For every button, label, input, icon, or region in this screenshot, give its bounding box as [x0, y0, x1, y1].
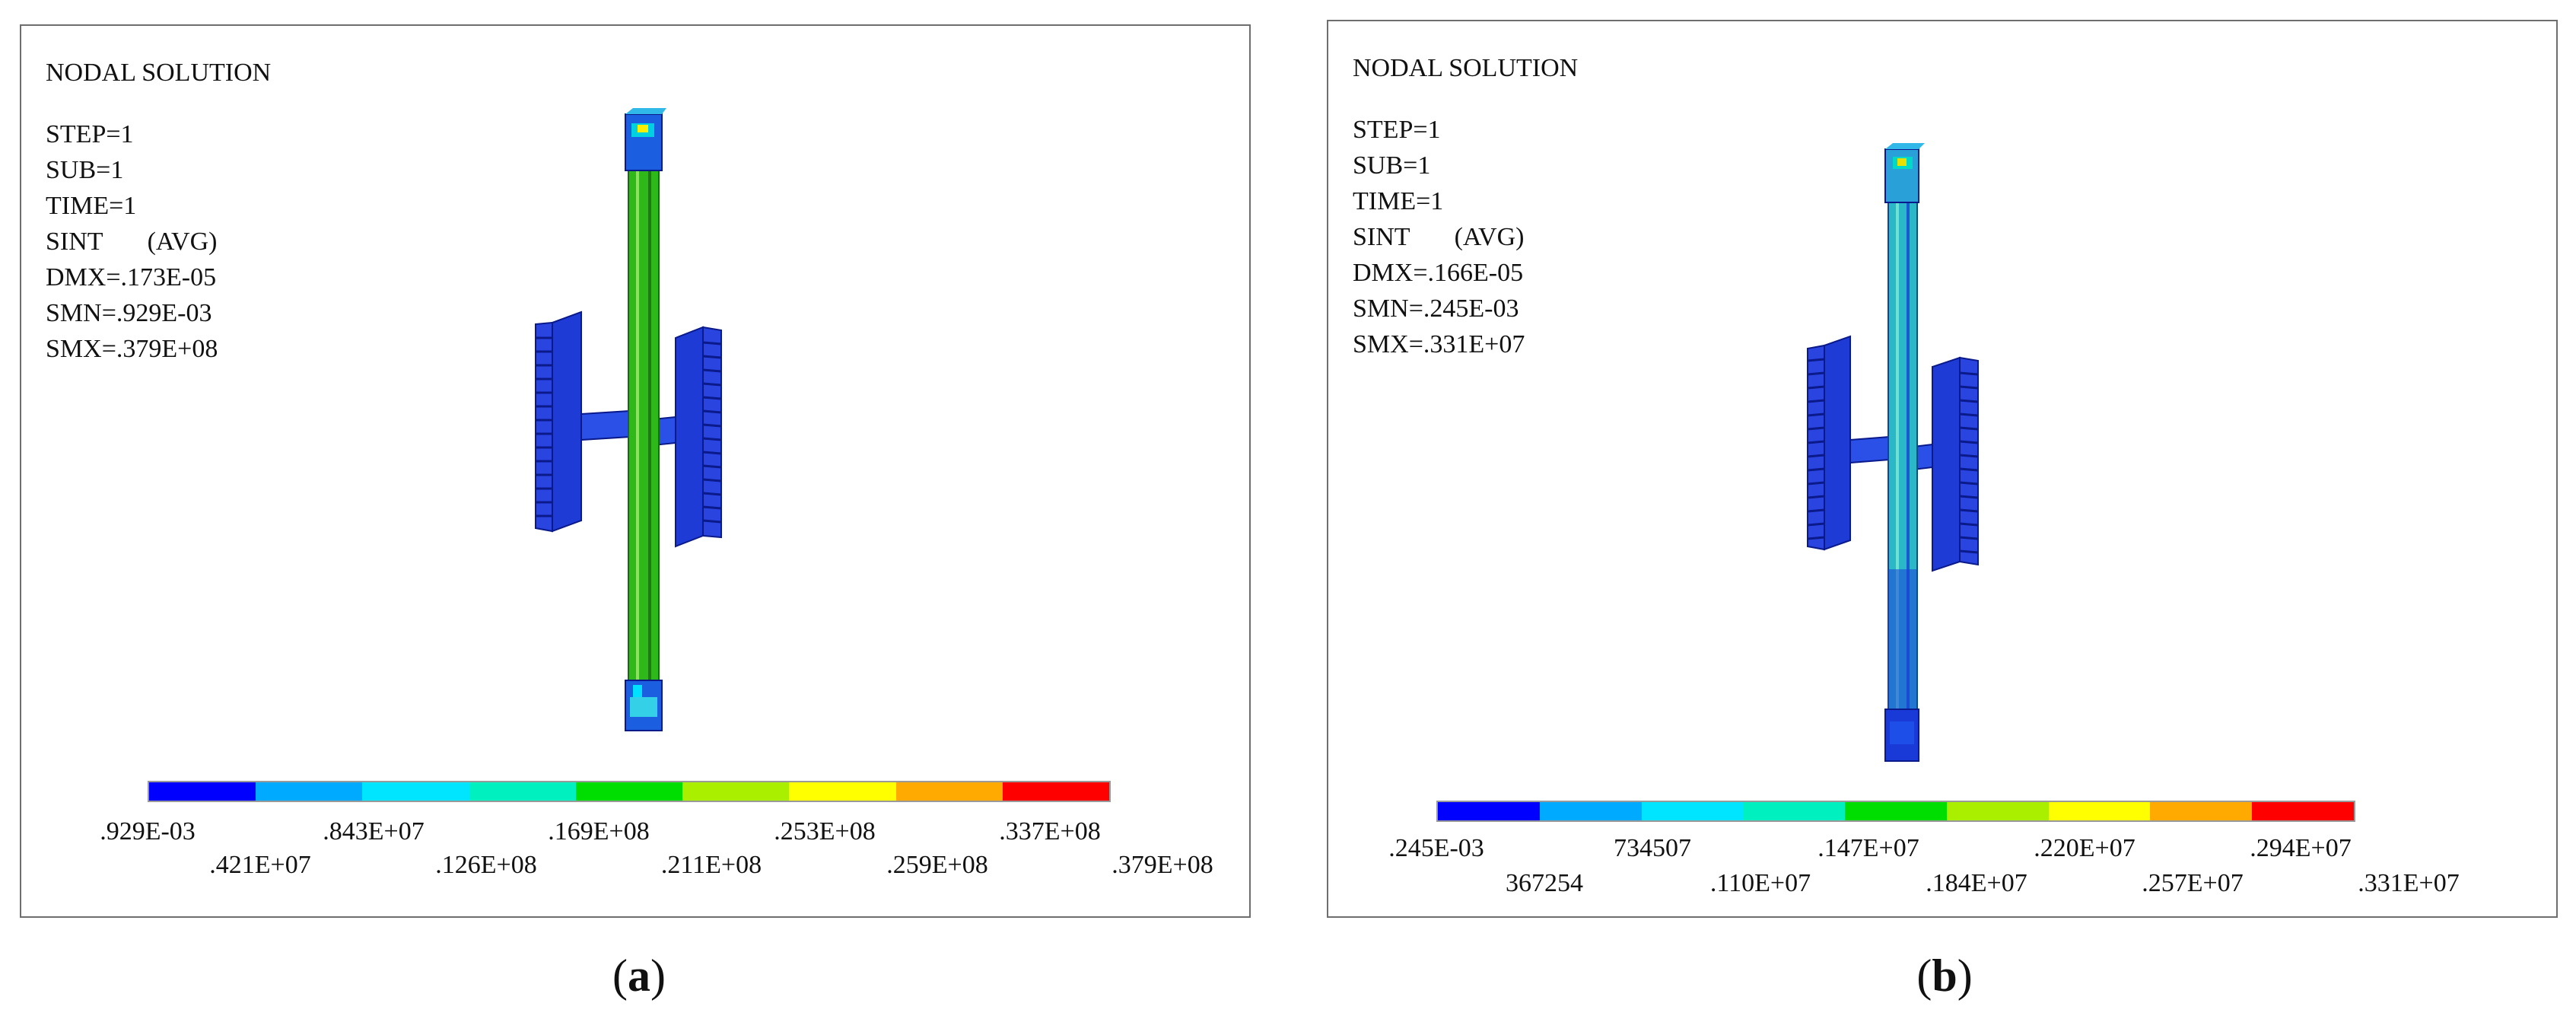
main-beam — [628, 147, 660, 704]
colorbar-segment — [1641, 802, 1744, 820]
legend-label: .259E+08 — [886, 851, 988, 879]
bottom-anchor-block — [1884, 709, 1919, 762]
colorbar-segment — [2150, 802, 2253, 820]
colorbar-segment — [1946, 802, 2049, 820]
cross-arm-left — [580, 409, 631, 441]
legend-label: .929E-03 — [100, 817, 196, 846]
legend-label: .421E+07 — [209, 851, 311, 879]
colorbar-a — [148, 781, 1111, 802]
legend-label: .843E+07 — [323, 817, 425, 846]
caption-close-paren: ) — [650, 951, 666, 1001]
top-anchor-block — [1884, 143, 1925, 203]
caption-a: (a) — [612, 950, 666, 1002]
top-anchor-block — [625, 108, 666, 171]
colorbar-segment — [1743, 802, 1846, 820]
fe-model-render — [535, 108, 722, 731]
colorbar-segment — [895, 782, 1003, 801]
colorbar-segment — [575, 782, 683, 801]
colorbar-segment — [682, 782, 790, 801]
legend-label: .331E+07 — [2358, 869, 2460, 897]
colorbar-segment — [2252, 802, 2355, 820]
caption-b: (b) — [1916, 950, 1972, 1002]
right-fin-block — [675, 326, 722, 548]
contour-plot-panel-a: NODAL SOLUTION STEP=1 SUB=1 TIME=1 SINT (… — [20, 24, 1251, 918]
time-text: TIME=1 — [46, 192, 137, 220]
step-text: STEP=1 — [46, 120, 134, 148]
colorbar-segment — [256, 782, 363, 801]
colorbar-segment — [362, 782, 469, 801]
legend-label: 367254 — [1506, 869, 1583, 897]
legend-label: .294E+07 — [2250, 834, 2352, 862]
legend-label: .169E+08 — [548, 817, 650, 846]
legend-label: .126E+08 — [435, 851, 537, 879]
legend-label: .147E+07 — [1818, 834, 1919, 862]
smx-text: SMX=.331E+07 — [1353, 330, 1525, 358]
caption-letter: a — [628, 951, 650, 1001]
legend-label: .110E+07 — [1709, 869, 1811, 897]
bottom-anchor-block — [625, 680, 663, 731]
caption-open-paren: ( — [1916, 951, 1932, 1001]
legend-label: .184E+07 — [1926, 869, 2027, 897]
left-fin-block — [535, 310, 582, 533]
solution-info: NODAL SOLUTION STEP=1 SUB=1 TIME=1 SINT (… — [1353, 50, 1578, 362]
title-text: NODAL SOLUTION — [46, 59, 272, 87]
legend-label: .253E+08 — [774, 817, 876, 846]
dmx-text: DMX=.166E-05 — [1353, 259, 1524, 287]
solution-info: NODAL SOLUTION STEP=1 SUB=1 TIME=1 SINT (… — [46, 55, 271, 367]
cross-arm-left — [1849, 435, 1891, 464]
legend-label: .337E+08 — [999, 817, 1101, 846]
colorbar-segment — [2048, 802, 2151, 820]
smn-text: SMN=.245E-03 — [1353, 295, 1519, 323]
caption-close-paren: ) — [1957, 951, 1973, 1001]
legend-label: .245E-03 — [1388, 834, 1484, 862]
colorbar-segment — [149, 782, 256, 801]
sub-text: SUB=1 — [46, 156, 124, 184]
colorbar-segment — [789, 782, 896, 801]
colorbar-segment — [1539, 802, 1642, 820]
main-beam — [1887, 183, 1918, 730]
time-text: TIME=1 — [1353, 187, 1444, 215]
legend-label: .220E+07 — [2034, 834, 2136, 862]
fe-model-render — [1807, 143, 1979, 762]
avg-text: (AVG) — [1454, 223, 1525, 251]
legend-label: 734507 — [1614, 834, 1691, 862]
colorbar-b — [1436, 801, 2355, 822]
legend-label: .257E+07 — [2142, 869, 2244, 897]
colorbar-segment — [1002, 782, 1109, 801]
title-text: NODAL SOLUTION — [1353, 54, 1579, 82]
smn-text: SMN=.929E-03 — [46, 299, 212, 327]
colorbar-segment — [1845, 802, 1947, 820]
contour-plot-panel-b: NODAL SOLUTION STEP=1 SUB=1 TIME=1 SINT (… — [1327, 20, 2558, 918]
colorbar-segment — [469, 782, 576, 801]
step-text: STEP=1 — [1353, 116, 1441, 144]
avg-text: (AVG) — [147, 228, 218, 256]
caption-open-paren: ( — [612, 951, 628, 1001]
legend-label: .211E+08 — [660, 851, 762, 879]
caption-letter: b — [1932, 951, 1957, 1001]
colorbar-segment — [1438, 802, 1540, 820]
left-fin-block — [1807, 335, 1851, 551]
right-fin-block — [1932, 356, 1979, 572]
sint-text: SINT — [46, 228, 103, 256]
dmx-text: DMX=.173E-05 — [46, 263, 217, 291]
sint-text: SINT — [1353, 223, 1410, 251]
smx-text: SMX=.379E+08 — [46, 335, 218, 363]
legend-label: .379E+08 — [1111, 851, 1213, 879]
sub-text: SUB=1 — [1353, 151, 1431, 180]
